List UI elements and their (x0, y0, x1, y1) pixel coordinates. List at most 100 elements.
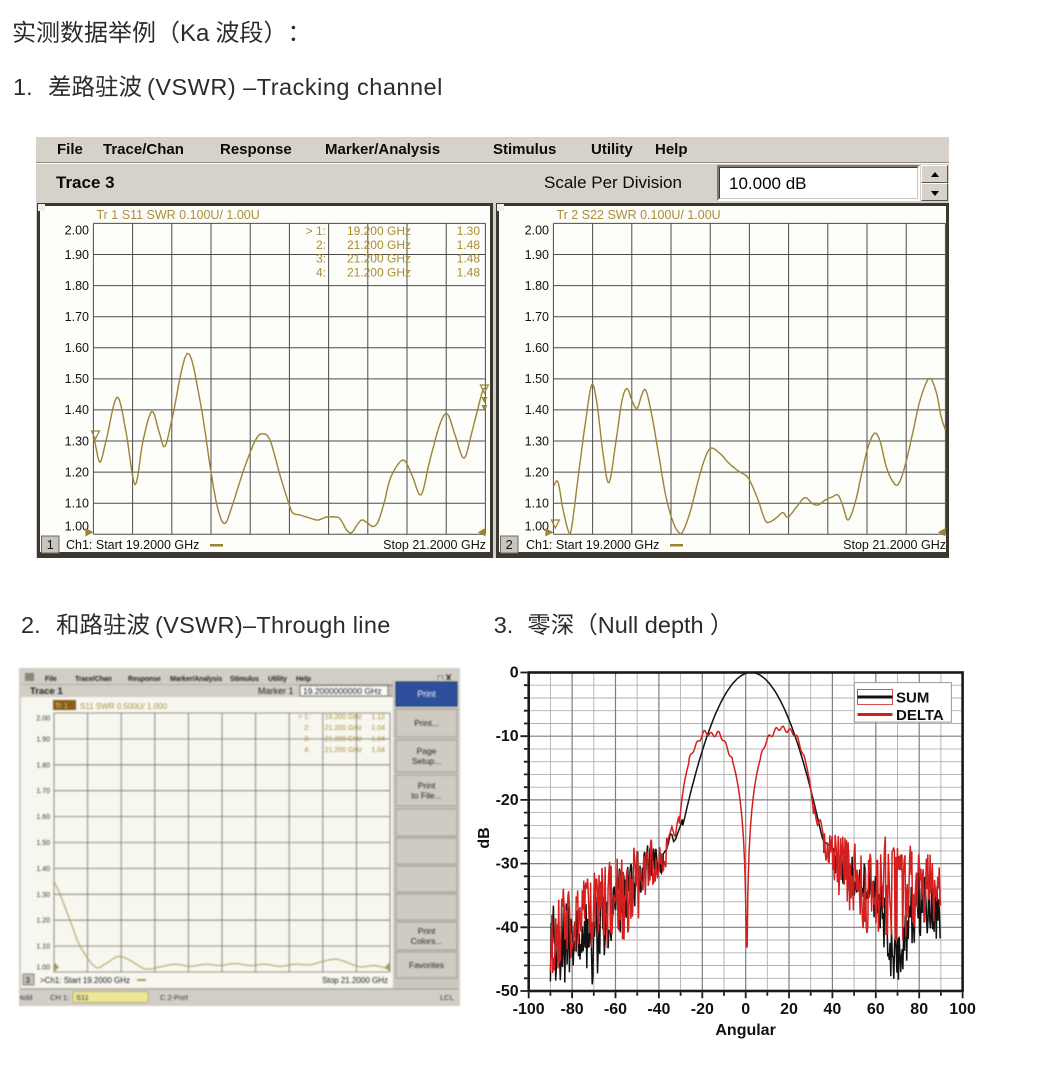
svg-text:1.10: 1.10 (65, 497, 89, 511)
svg-text:60: 60 (867, 1001, 885, 1018)
svg-text:> 1:: > 1: (306, 224, 326, 238)
svg-text:Print...: Print... (414, 718, 439, 728)
svg-text:1.80: 1.80 (65, 279, 89, 293)
svg-text:-30: -30 (496, 856, 519, 873)
svg-text:LCL: LCL (440, 993, 454, 1002)
svg-text:100: 100 (949, 1001, 976, 1018)
svg-text:-10: -10 (496, 728, 519, 745)
svg-text:19.200 GHz: 19.200 GHz (325, 714, 363, 721)
svg-text:1.20: 1.20 (36, 918, 50, 925)
svg-text:3: 3 (26, 976, 31, 985)
svg-text:21.200 GHz: 21.200 GHz (347, 265, 411, 279)
svg-text:Page: Page (417, 746, 437, 756)
svg-text:1.10: 1.10 (525, 497, 549, 511)
svg-text:1.48: 1.48 (457, 265, 481, 279)
svg-text:0: 0 (510, 665, 519, 682)
svg-text:>Ch1: Start 19.2000 GHz: >Ch1: Start 19.2000 GHz (40, 976, 130, 985)
svg-text:S11 SWR 0.500U/ 1.000: S11 SWR 0.500U/ 1.000 (80, 702, 168, 711)
svg-text:-40: -40 (496, 919, 519, 936)
svg-text:1.30: 1.30 (36, 892, 50, 899)
svg-text:Response: Response (128, 676, 161, 683)
svg-text:40: 40 (824, 1001, 842, 1018)
svg-text:1.30: 1.30 (65, 434, 89, 448)
svg-text:2.00: 2.00 (525, 223, 549, 237)
svg-text:21.200 GHz: 21.200 GHz (325, 736, 363, 743)
svg-text:Marker/Analysis: Marker/Analysis (170, 676, 222, 683)
svg-text:Stop 21.2000 GHz: Stop 21.2000 GHz (322, 976, 388, 985)
svg-text:Stop 21.2000 GHz: Stop 21.2000 GHz (383, 538, 486, 552)
svg-text:SUM: SUM (896, 690, 929, 707)
svg-text:dB: dB (476, 827, 493, 848)
svg-text:1.20: 1.20 (525, 465, 549, 479)
svg-text:1.20: 1.20 (65, 465, 89, 479)
svg-text:Tr 2 S22 SWR 0.100U/ 1.00U: Tr 2 S22 SWR 0.100U/ 1.00U (557, 208, 721, 222)
svg-text:Colors...: Colors... (411, 936, 443, 946)
svg-text:2:: 2: (316, 238, 326, 252)
svg-text:-20: -20 (691, 1001, 714, 1018)
svg-text:DELTA: DELTA (896, 707, 944, 724)
svg-text:1.04: 1.04 (371, 736, 385, 743)
svg-text:(VSWR) –Tracking channel: (VSWR) –Tracking channel (147, 74, 443, 100)
svg-text:2.00: 2.00 (65, 223, 89, 237)
svg-text:2: 2 (506, 538, 513, 552)
svg-text:3:: 3: (316, 252, 326, 266)
svg-text:-80: -80 (561, 1001, 584, 1018)
svg-text:Ka: Ka (180, 20, 210, 47)
svg-text:Hold: Hold (19, 993, 32, 1002)
svg-text:1.50: 1.50 (525, 372, 549, 386)
svg-text:Tr 1 S11 SWR 0.100U/ 1.00U: Tr 1 S11 SWR 0.100U/ 1.00U (97, 208, 260, 222)
svg-text:Print: Print (417, 689, 436, 699)
svg-text:Ch1: Start 19.2000 GHz: Ch1: Start 19.2000 GHz (66, 538, 199, 552)
svg-text:CH 1:: CH 1: (50, 993, 69, 1002)
svg-text:1.00: 1.00 (525, 519, 549, 533)
svg-text:(VSWR)–Through line: (VSWR)–Through line (155, 612, 391, 638)
svg-text:1.00: 1.00 (36, 965, 50, 972)
svg-text:80: 80 (910, 1001, 928, 1018)
svg-text:1.48: 1.48 (457, 238, 481, 252)
svg-text:File: File (45, 676, 57, 683)
svg-text:4:: 4: (316, 265, 326, 279)
svg-text:Ch1: Start 19.2000 GHz: Ch1: Start 19.2000 GHz (526, 538, 659, 552)
svg-text:1.10: 1.10 (36, 944, 50, 951)
svg-text:1.70: 1.70 (36, 788, 50, 795)
svg-text:to File...: to File... (411, 791, 441, 801)
svg-text:1.50: 1.50 (36, 840, 50, 847)
svg-text:1.90: 1.90 (65, 248, 89, 262)
svg-text:1: 1 (47, 538, 54, 552)
svg-text:-50: -50 (496, 983, 519, 1000)
svg-text:Stimulus: Stimulus (230, 676, 259, 683)
svg-text:1.50: 1.50 (65, 372, 89, 386)
svg-text:2:: 2: (304, 725, 310, 732)
svg-text:1.40: 1.40 (36, 866, 50, 873)
svg-text:0: 0 (741, 1001, 750, 1018)
svg-text:Null depth: Null depth (598, 612, 704, 638)
svg-text:1.48: 1.48 (457, 252, 481, 266)
svg-text:C 2-Port: C 2-Port (160, 993, 189, 1002)
svg-text:1.80: 1.80 (36, 762, 50, 769)
svg-text:1.60: 1.60 (65, 341, 89, 355)
svg-text:20: 20 (780, 1001, 798, 1018)
svg-text:Tr 1: Tr 1 (55, 701, 68, 710)
svg-text:1.70: 1.70 (525, 310, 549, 324)
svg-text:Angular: Angular (715, 1022, 775, 1039)
svg-text:21.200 GHz: 21.200 GHz (347, 238, 411, 252)
svg-text:1.40: 1.40 (65, 403, 89, 417)
svg-text:1.00: 1.00 (65, 519, 89, 533)
svg-text:Print: Print (418, 926, 436, 936)
svg-text:Setup...: Setup... (412, 756, 441, 766)
svg-text:-60: -60 (604, 1001, 627, 1018)
svg-text:1.: 1. (13, 74, 33, 100)
svg-text:21.200 GHz: 21.200 GHz (325, 725, 363, 732)
svg-text:1.04: 1.04 (371, 725, 385, 732)
svg-text:1.90: 1.90 (36, 736, 50, 743)
svg-text:3.: 3. (494, 612, 514, 638)
svg-text:19.2000000000 GHz: 19.2000000000 GHz (303, 686, 381, 696)
svg-text:1.30: 1.30 (525, 434, 549, 448)
svg-text:Marker 1: Marker 1 (258, 686, 294, 696)
svg-text:Favorites: Favorites (409, 960, 444, 970)
svg-text:Stop 21.2000 GHz: Stop 21.2000 GHz (843, 538, 946, 552)
svg-text:4:: 4: (304, 747, 310, 754)
svg-text:Trace/Chan: Trace/Chan (75, 676, 112, 683)
svg-text:2.00: 2.00 (36, 716, 50, 723)
svg-text:-40: -40 (647, 1001, 670, 1018)
